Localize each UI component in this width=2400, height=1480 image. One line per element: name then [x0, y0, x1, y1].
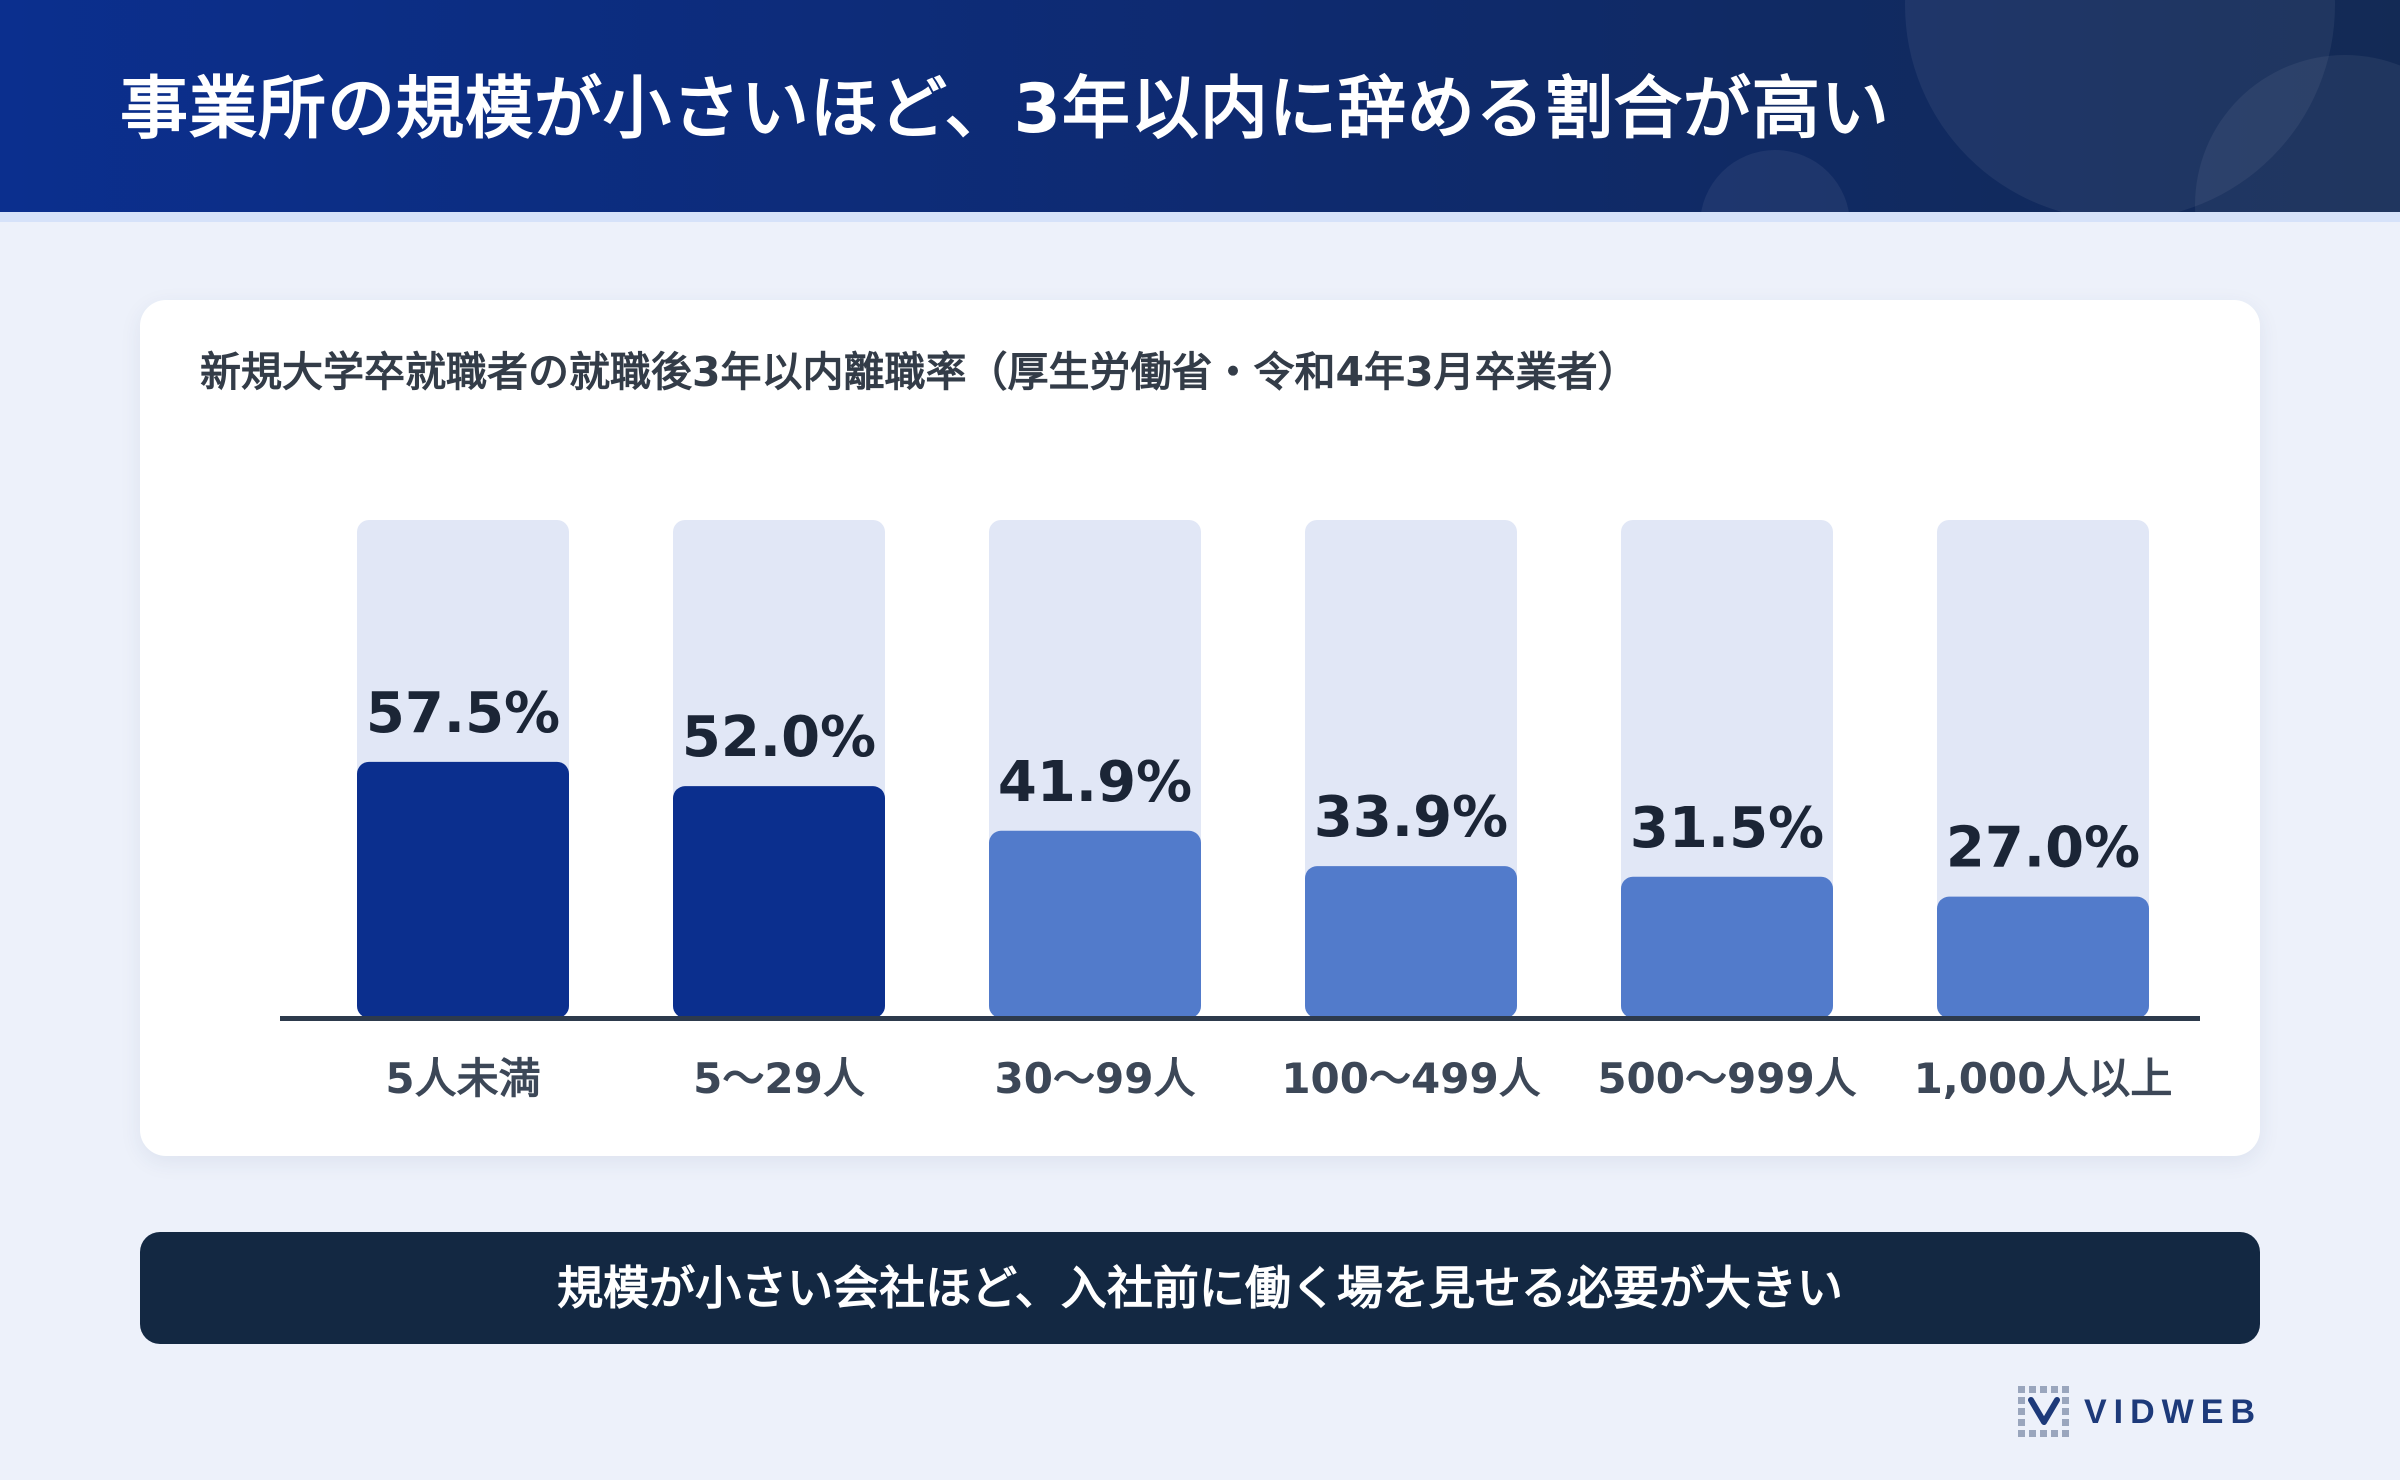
bar-chart: 57.5% 5人未満 52.0% 5〜29人 41.9% 30〜99人 33.9% 100〜4… — [280, 520, 2200, 1103]
bar — [1621, 876, 1833, 1018]
category-label: 30〜99人 — [995, 1054, 1196, 1103]
category-label: 500〜999人 — [1597, 1054, 1856, 1103]
category-label: 100〜499人 — [1281, 1054, 1540, 1103]
bar-value-label: 52.0% — [682, 705, 876, 770]
bar — [357, 761, 569, 1018]
logo-text: VIDWEB — [2084, 1392, 2262, 1431]
bar-value-label: 33.9% — [1314, 785, 1508, 850]
bar — [989, 830, 1201, 1018]
bar-track — [1937, 520, 2149, 1018]
bar — [673, 786, 885, 1018]
page-title: 事業所の規模が小さいほど、3年以内に辞める割合が高い — [120, 70, 1890, 149]
callout-text: 規模が小さい会社ほど、入社前に働く場を見せる必要が大きい — [557, 1261, 1843, 1315]
vidweb-logo: VIDWEB — [2018, 1384, 2262, 1440]
bar — [1305, 866, 1517, 1018]
x-axis-line — [280, 1016, 2200, 1021]
category-label: 5人未満 — [385, 1054, 540, 1103]
dot-grid-logo-icon — [2018, 1386, 2069, 1437]
category-label: 5〜29人 — [693, 1054, 865, 1103]
bar-value-label: 41.9% — [998, 750, 1192, 815]
header-banner: 事業所の規模が小さいほど、3年以内に辞める割合が高い — [0, 0, 2400, 212]
category-label: 1,000人以上 — [1914, 1054, 2173, 1103]
bar-value-label: 31.5% — [1630, 796, 1824, 861]
bar — [1937, 896, 2149, 1018]
callout-banner: 規模が小さい会社ほど、入社前に働く場を見せる必要が大きい — [140, 1232, 2260, 1344]
bar-value-label: 27.0% — [1946, 816, 2140, 881]
chart-title: 新規大学卒就職者の就職後3年以内離職率（厚生労働省・令和4年3月卒業者） — [200, 348, 1639, 396]
bar-value-label: 57.5% — [366, 681, 560, 746]
header-divider — [0, 212, 2400, 222]
